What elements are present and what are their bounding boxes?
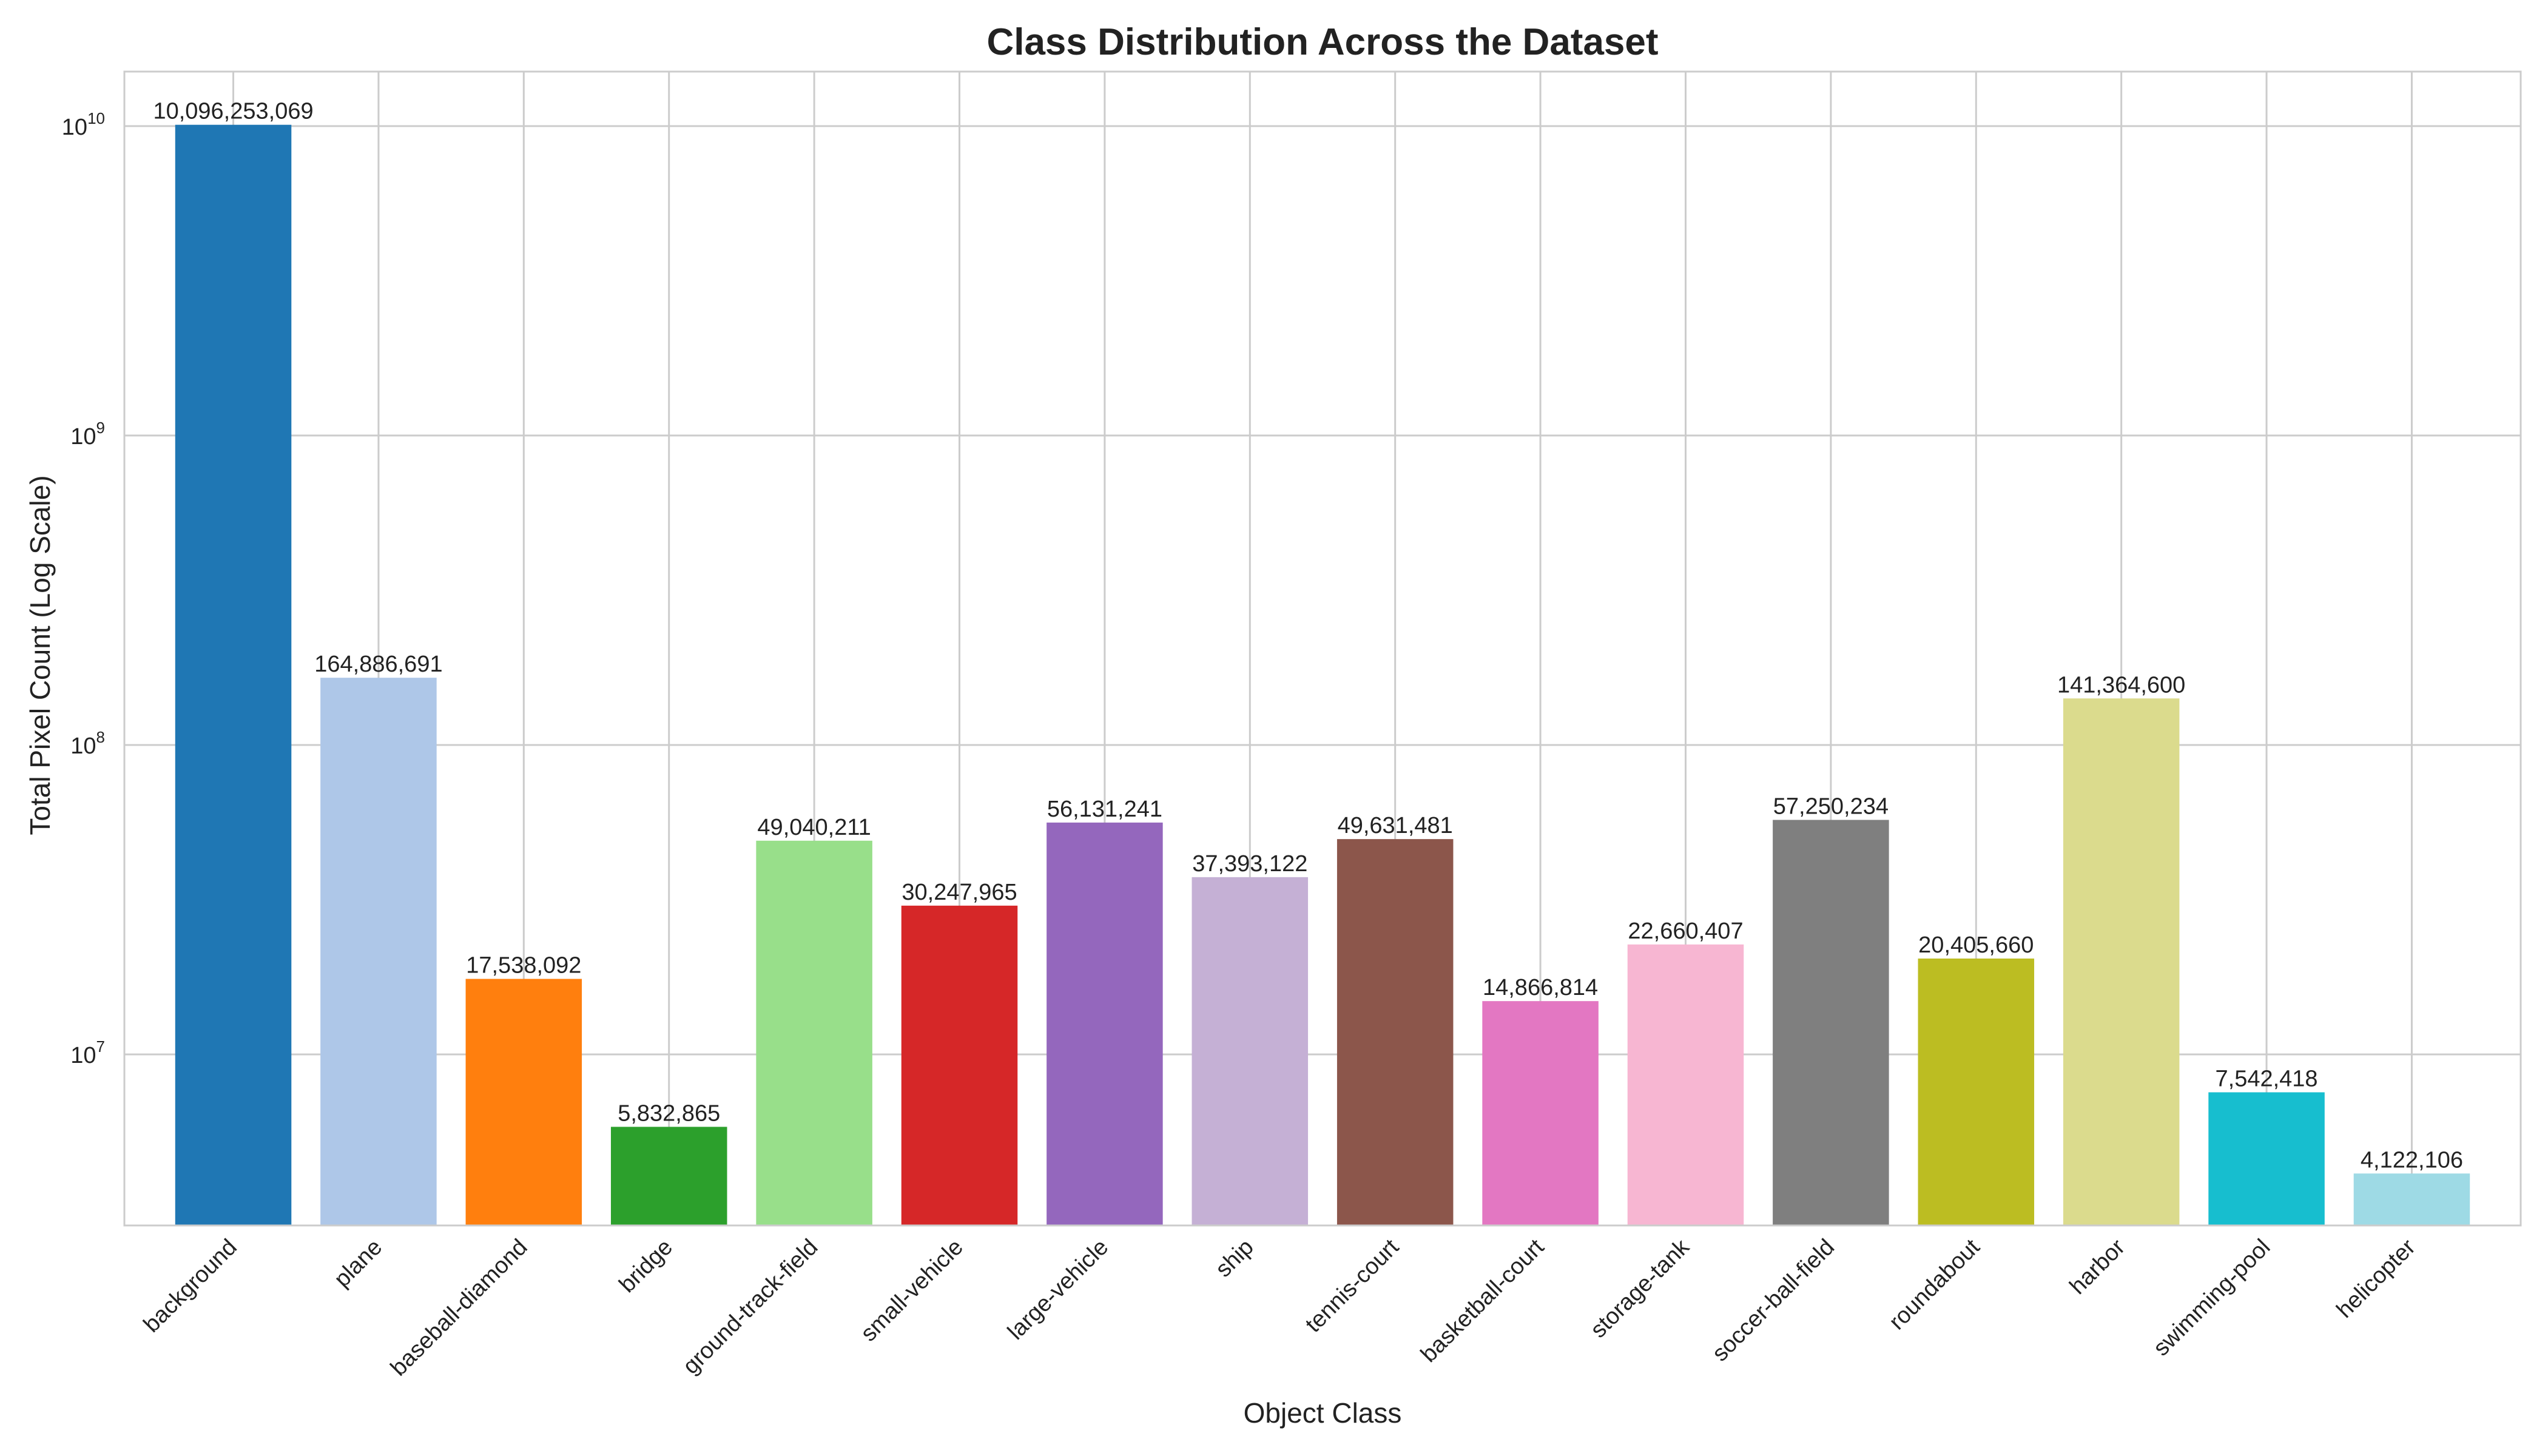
bar-value-label: 7,542,418: [2216, 1066, 2318, 1091]
y-tick-label: 109: [70, 419, 105, 450]
bar-swimming-pool: [2208, 1092, 2325, 1225]
x-tick-label: large-vehicle: [1003, 1235, 1113, 1345]
bar-value-label: 57,250,234: [1773, 794, 1889, 819]
bar-value-label: 10,096,253,069: [153, 99, 313, 124]
x-tick-label: storage-tank: [1586, 1234, 1695, 1343]
bar-small-vehicle: [901, 905, 1018, 1225]
bar-roundabout: [1918, 959, 2035, 1225]
bar-tennis-court: [1336, 839, 1454, 1225]
chart-title: Class Distribution Across the Dataset: [986, 21, 1658, 63]
x-tick-label: ship: [1211, 1235, 1259, 1282]
x-tick-label: baseball-diamond: [386, 1235, 533, 1381]
bar-ship: [1191, 877, 1309, 1225]
bar-value-label: 49,040,211: [757, 815, 871, 840]
bar-value-label: 17,538,092: [466, 953, 581, 979]
x-axis-label: Object Class: [1244, 1397, 1402, 1429]
x-tick-label: bridge: [615, 1235, 678, 1298]
bar-large-vehicle: [1046, 822, 1163, 1225]
x-tick-label: background: [139, 1235, 242, 1338]
bar-value-label: 30,247,965: [902, 880, 1017, 905]
bar-value-label: 5,832,865: [618, 1100, 720, 1126]
y-axis-ticks: 107 108 109 1010: [62, 109, 105, 1068]
data-labels: 10,096,253,069 164,886,691 17,538,092 5,832…: [153, 99, 2463, 1173]
bar-helicopter: [2353, 1173, 2470, 1225]
bar-baseball-diamond: [465, 979, 582, 1225]
bar-bridge: [610, 1127, 727, 1225]
bar-storage-tank: [1627, 944, 1744, 1225]
bar-soccer-ball-field: [1773, 820, 1889, 1225]
x-tick-label: soccer-ball-field: [1707, 1235, 1839, 1367]
y-axis-label: Total Pixel Count (Log Scale): [24, 475, 56, 835]
bar-value-label: 14,866,814: [1483, 975, 1598, 1000]
y-tick-label: 107: [70, 1037, 105, 1068]
bar-basketball-court: [1482, 1001, 1599, 1225]
bar-plane: [320, 678, 437, 1225]
bar-value-label: 141,364,600: [2057, 672, 2185, 698]
x-tick-label: ground-track-field: [678, 1235, 823, 1380]
x-tick-label: tennis-court: [1301, 1234, 1404, 1337]
plot-frame: [123, 70, 2522, 1227]
y-tick-label: 108: [70, 728, 105, 759]
bar-harbor: [2063, 698, 2180, 1225]
y-tick-label: 1010: [62, 109, 105, 140]
x-tick-label: plane: [329, 1235, 387, 1292]
bar-value-label: 37,393,122: [1192, 851, 1307, 877]
x-tick-label: small-vehicle: [856, 1235, 968, 1347]
x-tick-label: roundabout: [1884, 1234, 1985, 1335]
bar-value-label: 49,631,481: [1338, 813, 1453, 838]
bar-ground-track-field: [756, 840, 872, 1225]
bar-value-label: 22,660,407: [1628, 918, 1743, 944]
bar-value-label: 56,131,241: [1047, 797, 1162, 822]
bar-value-label: 20,405,660: [1918, 932, 2034, 958]
x-tick-label: basketball-court: [1416, 1234, 1549, 1367]
bar-background: [175, 124, 292, 1226]
x-tick-label: harbor: [2065, 1234, 2131, 1299]
bars: [175, 124, 2470, 1226]
x-tick-label: swimming-pool: [2149, 1235, 2276, 1361]
x-tick-label: helicopter: [2332, 1234, 2421, 1323]
bar-value-label: 164,886,691: [314, 652, 442, 677]
bar-value-label: 4,122,106: [2361, 1147, 2463, 1173]
